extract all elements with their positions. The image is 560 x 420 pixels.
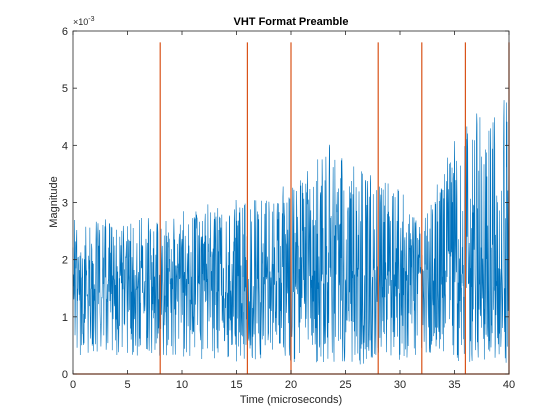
chart-title: VHT Format Preamble xyxy=(234,16,349,28)
x-tick-label: 5 xyxy=(124,379,130,391)
x-tick-label: 35 xyxy=(448,379,460,391)
x-tick-label: 25 xyxy=(339,379,351,391)
x-tick-label: 15 xyxy=(230,379,242,391)
y-tick-label: 0 xyxy=(62,369,68,381)
y-tick-label: 5 xyxy=(62,83,68,95)
y-exponent-power: -3 xyxy=(88,16,94,23)
y-tick-label: 1 xyxy=(62,312,68,324)
y-exponent-base: ×10 xyxy=(73,17,88,27)
y-axis-label: Magnitude xyxy=(48,176,60,227)
x-tick-label: 30 xyxy=(394,379,406,391)
y-tick-label: 2 xyxy=(62,255,68,267)
x-tick-label: 0 xyxy=(70,379,76,391)
x-tick-label: 40 xyxy=(503,379,515,391)
y-exponent-label: ×10-3 xyxy=(73,16,95,27)
x-axis-label: Time (microseconds) xyxy=(240,394,342,406)
y-tick-label: 3 xyxy=(62,198,68,210)
y-axis-ticks: 0 1 2 3 4 5 6 xyxy=(62,26,509,381)
y-tick-label: 6 xyxy=(62,26,68,38)
x-tick-label: 10 xyxy=(176,379,188,391)
x-tick-label: 20 xyxy=(285,379,297,391)
y-tick-label: 4 xyxy=(62,140,68,152)
x-axis-ticks: 0 5 10 15 20 25 30 35 40 xyxy=(70,31,515,391)
